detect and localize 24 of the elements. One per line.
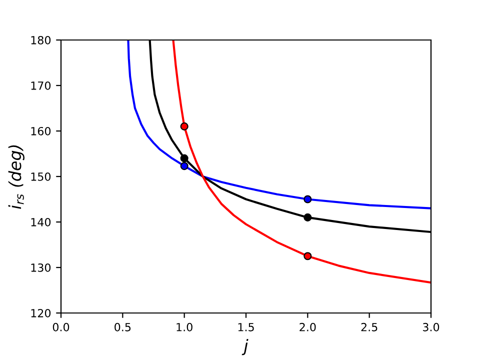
line-series <box>172 40 431 284</box>
x-tick-label: 2.5 <box>361 322 378 332</box>
point <box>304 252 312 260</box>
point <box>180 162 188 170</box>
x-tick-label: 1.0 <box>176 322 192 332</box>
x-tick-label: 1.5 <box>238 323 254 332</box>
point <box>304 213 312 222</box>
y-axis-title: i$_{rs}$ (deg) <box>8 145 24 209</box>
line-series <box>127 40 431 210</box>
y-tick-label: 140 <box>31 218 51 226</box>
x-axis-title: j <box>242 339 248 356</box>
y-tick-label: 150 <box>31 172 51 181</box>
x-tick-label: 0.5 <box>114 322 131 332</box>
y-tick-label: 170 <box>31 81 51 90</box>
y-tick-label: 120 <box>31 308 51 318</box>
x-tick-label: 2.0 <box>300 322 316 332</box>
x-tick-label: 0.0 <box>52 322 70 332</box>
point <box>304 195 312 204</box>
y-tick-label: 130 <box>31 263 51 272</box>
point <box>180 122 188 130</box>
x-tick-label: 3.0 <box>423 322 440 332</box>
y-tick-label: 160 <box>31 126 51 136</box>
point <box>180 154 188 162</box>
y-tick-label: 180 <box>31 36 51 44</box>
